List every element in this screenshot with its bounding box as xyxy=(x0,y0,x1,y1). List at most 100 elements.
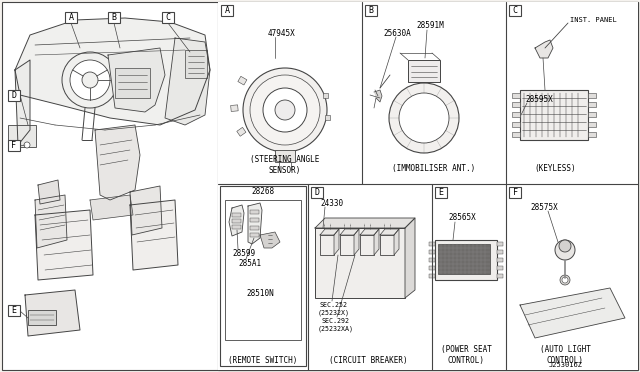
Polygon shape xyxy=(38,180,60,204)
Polygon shape xyxy=(90,195,133,220)
Text: 28268: 28268 xyxy=(252,186,275,196)
Text: B: B xyxy=(369,6,374,15)
Bar xyxy=(429,250,435,254)
Circle shape xyxy=(250,75,320,145)
Bar xyxy=(380,235,394,255)
Text: 24330: 24330 xyxy=(320,199,343,208)
Circle shape xyxy=(399,93,449,143)
Bar xyxy=(435,187,447,198)
Text: SEC.292
(25232XA): SEC.292 (25232XA) xyxy=(318,318,354,331)
Circle shape xyxy=(560,275,570,285)
Text: SEC.252
(25232X): SEC.252 (25232X) xyxy=(318,302,350,315)
Polygon shape xyxy=(320,229,339,235)
Text: B: B xyxy=(111,13,116,22)
Bar xyxy=(8,90,20,101)
Text: C: C xyxy=(166,13,170,22)
Bar xyxy=(512,102,520,107)
Bar xyxy=(497,266,503,270)
Bar xyxy=(429,274,435,278)
Polygon shape xyxy=(35,195,67,248)
Polygon shape xyxy=(354,229,359,255)
Bar xyxy=(232,225,241,229)
Bar xyxy=(509,5,521,16)
Bar xyxy=(432,184,506,370)
Polygon shape xyxy=(95,125,140,200)
Bar xyxy=(360,235,374,255)
Polygon shape xyxy=(380,229,399,235)
Bar xyxy=(588,112,596,117)
Bar xyxy=(308,184,432,370)
Text: E: E xyxy=(438,188,444,197)
Bar xyxy=(8,125,36,147)
Polygon shape xyxy=(334,229,339,255)
Bar xyxy=(512,122,520,127)
Text: 28575X: 28575X xyxy=(530,202,557,212)
Text: F: F xyxy=(513,188,518,197)
Bar xyxy=(588,102,596,107)
Bar xyxy=(237,127,246,136)
Bar xyxy=(28,310,56,325)
Polygon shape xyxy=(15,60,30,145)
Bar xyxy=(232,219,241,223)
Bar xyxy=(238,76,247,85)
Circle shape xyxy=(24,142,30,148)
Bar xyxy=(250,210,259,214)
Text: A: A xyxy=(225,6,230,15)
Polygon shape xyxy=(260,232,280,248)
Text: (CIRCUIT BREAKER): (CIRCUIT BREAKER) xyxy=(329,356,407,365)
Bar xyxy=(221,5,233,16)
Text: 28591M: 28591M xyxy=(416,22,444,31)
Bar xyxy=(435,240,497,280)
Text: (REMOTE SWITCH): (REMOTE SWITCH) xyxy=(228,356,298,365)
Bar xyxy=(340,235,354,255)
Polygon shape xyxy=(360,229,379,235)
Polygon shape xyxy=(25,290,80,336)
Bar xyxy=(325,115,330,121)
Polygon shape xyxy=(130,200,178,270)
Text: C: C xyxy=(513,6,518,15)
Polygon shape xyxy=(374,90,382,102)
Polygon shape xyxy=(15,18,210,125)
Polygon shape xyxy=(108,48,165,112)
Bar xyxy=(218,2,362,184)
Polygon shape xyxy=(394,229,399,255)
Text: 28595X: 28595X xyxy=(525,96,553,105)
Bar xyxy=(497,258,503,262)
Bar xyxy=(250,233,259,237)
Polygon shape xyxy=(248,203,262,244)
Bar xyxy=(185,50,207,78)
Bar xyxy=(512,132,520,137)
Circle shape xyxy=(389,83,459,153)
Text: (IMMOBILISER ANT.): (IMMOBILISER ANT.) xyxy=(392,164,476,173)
Text: D: D xyxy=(12,91,17,100)
Circle shape xyxy=(559,240,571,252)
Bar xyxy=(512,112,520,117)
Circle shape xyxy=(555,240,575,260)
Polygon shape xyxy=(229,205,244,236)
Bar xyxy=(506,2,638,184)
Bar xyxy=(438,244,490,274)
Text: (AUTO LIGHT
CONTROL): (AUTO LIGHT CONTROL) xyxy=(540,345,591,365)
Text: 47945X: 47945X xyxy=(268,29,296,38)
Polygon shape xyxy=(315,218,415,228)
Text: 28565X: 28565X xyxy=(448,214,476,222)
Bar xyxy=(8,140,20,151)
Bar xyxy=(520,90,588,140)
Text: 28510N: 28510N xyxy=(246,289,274,298)
Bar xyxy=(588,132,596,137)
Bar xyxy=(408,60,440,82)
Bar xyxy=(230,105,238,112)
Text: (POWER SEAT
CONTROL): (POWER SEAT CONTROL) xyxy=(440,345,492,365)
Bar xyxy=(509,187,521,198)
Text: (KEYLESS): (KEYLESS) xyxy=(534,164,576,173)
Text: (STEERING ANGLE
SENSOR): (STEERING ANGLE SENSOR) xyxy=(250,155,320,175)
Text: 28599: 28599 xyxy=(232,248,255,257)
Circle shape xyxy=(263,88,307,132)
Bar xyxy=(362,2,506,184)
Bar xyxy=(2,2,218,370)
Text: A: A xyxy=(68,13,74,22)
Circle shape xyxy=(243,68,327,152)
Polygon shape xyxy=(130,186,162,235)
Circle shape xyxy=(275,100,295,120)
Bar xyxy=(497,250,503,254)
